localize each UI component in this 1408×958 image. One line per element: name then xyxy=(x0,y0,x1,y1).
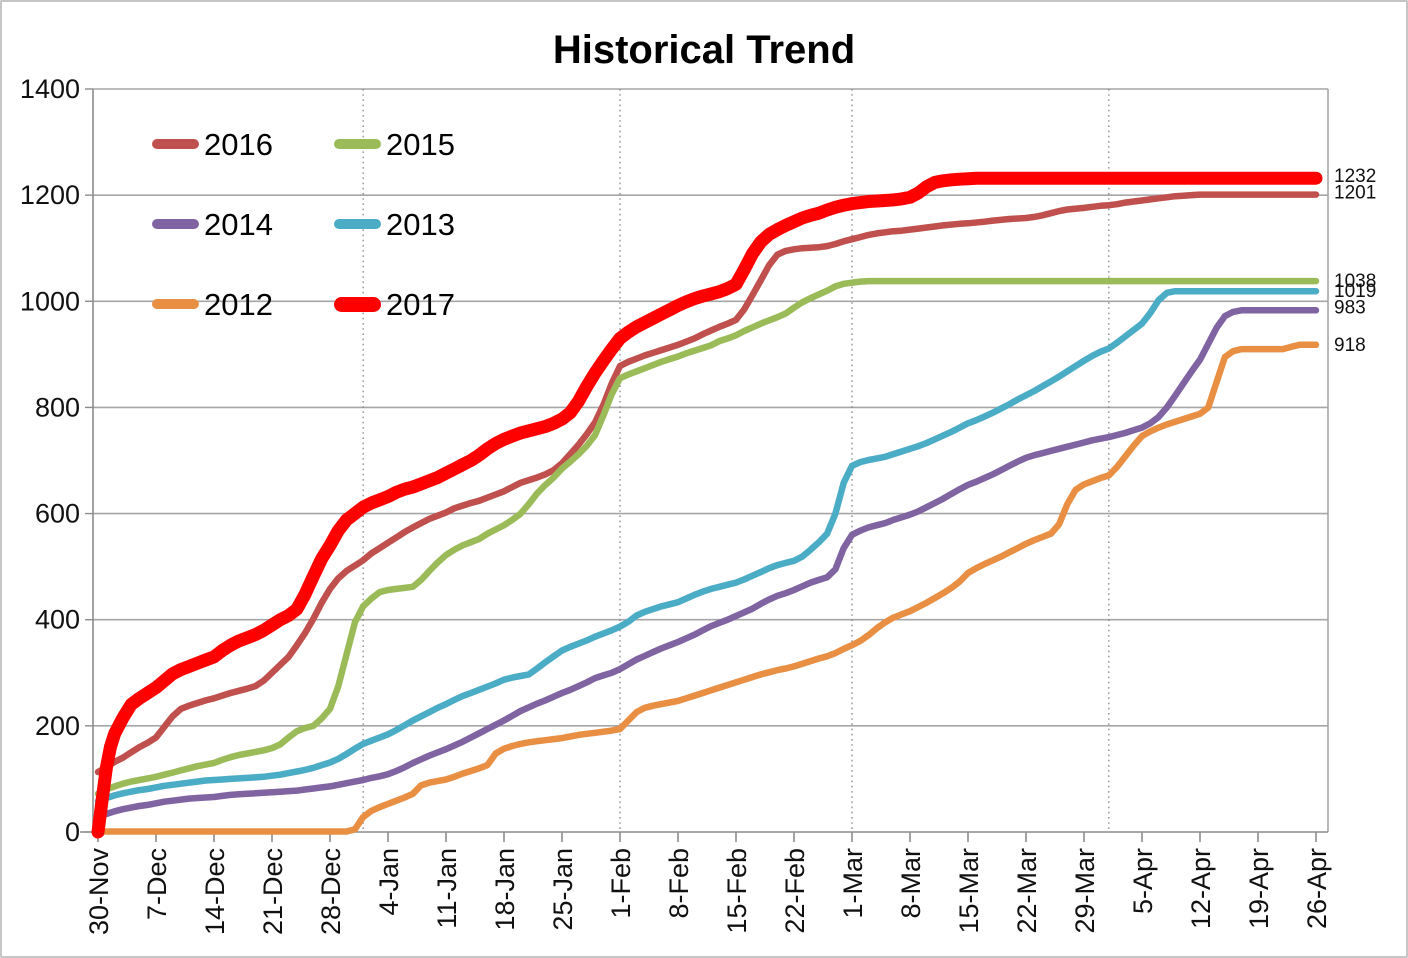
x-tick-label: 15-Feb xyxy=(722,848,752,934)
legend-item-2013: 2013 xyxy=(334,198,524,250)
series-line-2012 xyxy=(94,341,1320,835)
series-line-2013 xyxy=(94,287,1320,805)
y-tick-label: 0 xyxy=(65,817,80,847)
x-tick-label: 14-Dec xyxy=(200,848,230,935)
series-end-label-2017: 1232 xyxy=(1334,166,1376,187)
y-tick-label: 1000 xyxy=(20,286,80,316)
series-end-label-2012: 918 xyxy=(1334,335,1366,356)
x-tick-label: 28-Dec xyxy=(316,848,346,935)
y-tick-label: 400 xyxy=(35,605,80,635)
x-tick-label: 8-Feb xyxy=(664,848,694,919)
legend-label-2013: 2013 xyxy=(386,206,455,242)
legend-label-2016: 2016 xyxy=(204,126,273,162)
x-tick-label: 5-Apr xyxy=(1128,848,1158,914)
chart-title: Historical Trend xyxy=(552,28,856,72)
legend-swatch-2012 xyxy=(152,299,199,309)
series-end-label-2015: 1038 xyxy=(1334,271,1376,292)
x-tick-label: 25-Jan xyxy=(548,848,578,931)
legend-label-2017: 2017 xyxy=(386,286,455,322)
x-tick-label: 8-Mar xyxy=(896,848,926,919)
legend-item-2016: 2016 xyxy=(152,118,334,170)
x-tick-label: 12-Apr xyxy=(1186,848,1216,929)
legend-item-2014: 2014 xyxy=(152,198,334,250)
x-tick-label: 26-Apr xyxy=(1302,848,1332,929)
legend-label-2015: 2015 xyxy=(386,126,455,162)
series-line-2017 xyxy=(91,171,1323,839)
chart-legend: 2016 2015 2014 2013 2012 2017 xyxy=(152,118,524,330)
x-tick-label: 21-Dec xyxy=(258,848,288,935)
legend-swatch-2016 xyxy=(152,139,199,149)
x-tick-label: 22-Mar xyxy=(1012,848,1042,934)
legend-label-2014: 2014 xyxy=(204,206,273,242)
y-tick-label: 1400 xyxy=(20,74,80,104)
series-line-2014 xyxy=(94,307,1320,821)
x-tick-label: 22-Feb xyxy=(780,848,810,934)
x-tick-label: 18-Jan xyxy=(490,848,520,931)
legend-swatch-2017 xyxy=(334,296,381,312)
x-tick-label: 15-Mar xyxy=(954,848,984,934)
x-tick-label: 1-Mar xyxy=(838,848,868,919)
series-end-label-2013: 1019 xyxy=(1334,281,1376,302)
y-tick-label: 200 xyxy=(35,711,80,741)
legend-item-2015: 2015 xyxy=(334,118,524,170)
legend-swatch-2014 xyxy=(152,219,199,229)
series-end-label-2014: 983 xyxy=(1334,297,1366,318)
x-tick-label: 11-Jan xyxy=(432,848,462,929)
y-tick-label: 1200 xyxy=(20,180,80,210)
legend-swatch-2015 xyxy=(334,139,381,149)
legend-item-2012: 2012 xyxy=(152,278,334,330)
legend-item-2017: 2017 xyxy=(334,278,524,330)
legend-swatch-2013 xyxy=(334,219,381,229)
series-line-2015 xyxy=(94,277,1320,798)
x-tick-label: 7-Dec xyxy=(142,848,172,920)
x-tick-label: 30-Nov xyxy=(84,848,114,936)
y-tick-label: 600 xyxy=(35,499,80,529)
x-tick-label: 29-Mar xyxy=(1070,848,1100,934)
series-line-2016 xyxy=(94,191,1320,776)
legend-label-2012: 2012 xyxy=(204,286,273,322)
y-tick-label: 800 xyxy=(35,392,80,422)
x-tick-label: 19-Apr xyxy=(1244,848,1274,929)
series-end-label-2016: 1201 xyxy=(1334,183,1376,204)
x-tick-label: 1-Feb xyxy=(606,848,636,919)
x-tick-label: 4-Jan xyxy=(374,848,404,916)
